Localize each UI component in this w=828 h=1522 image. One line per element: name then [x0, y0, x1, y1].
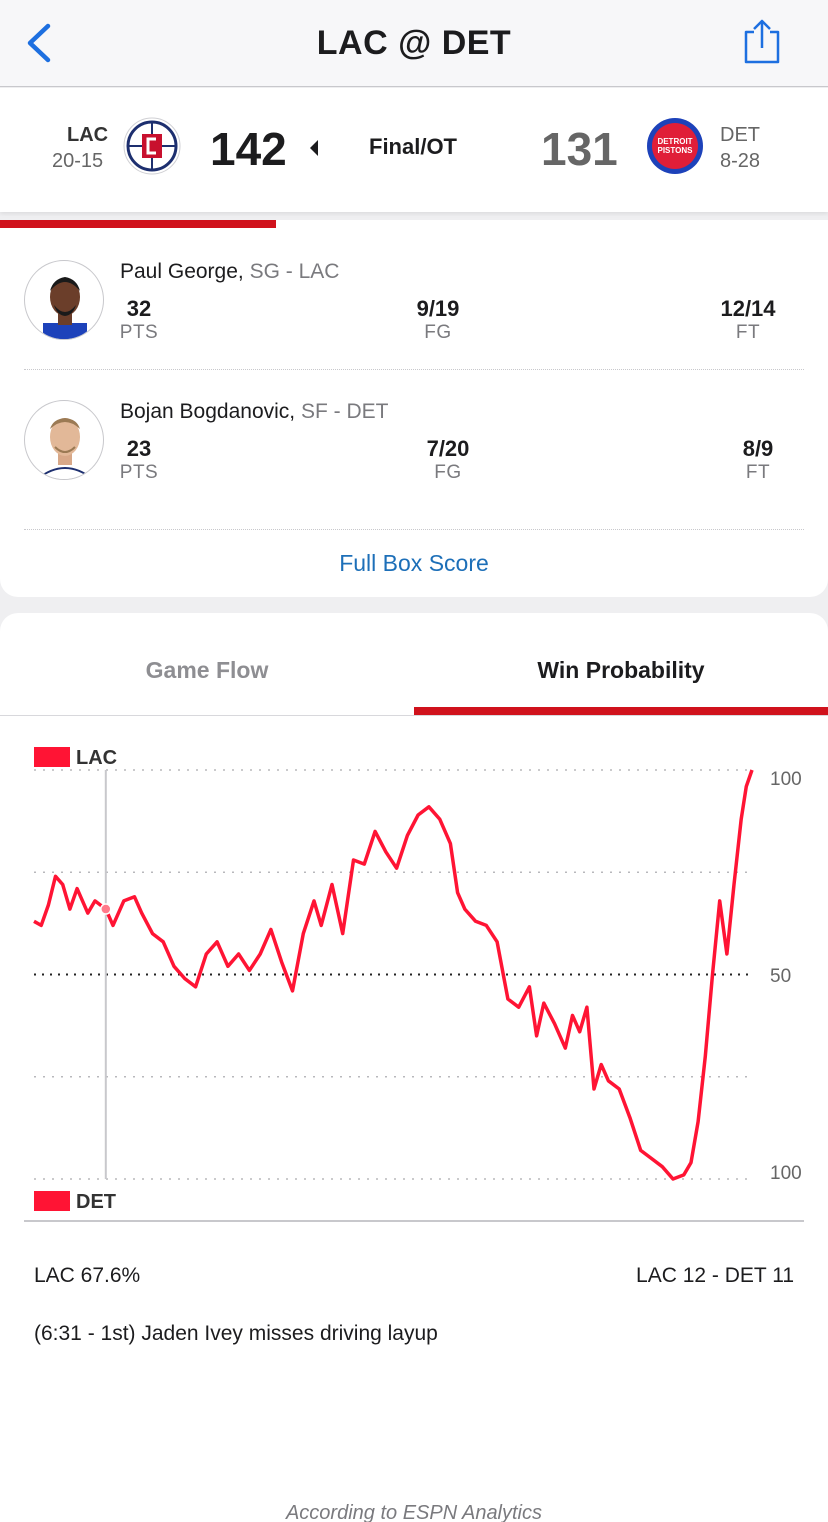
- home-score: 131: [541, 123, 618, 175]
- home-team-record: 8-28: [720, 150, 761, 172]
- avatar: [24, 400, 104, 480]
- page-title: LAC @ DET: [316, 24, 512, 62]
- chevron-left-icon[interactable]: [22, 22, 58, 64]
- stat-value-pts: 32: [126, 296, 152, 321]
- source-credit: According to ESPN Analytics: [285, 1502, 543, 1522]
- stat-value-fg: 7/20: [426, 436, 470, 461]
- y-tick-bottom: 100: [770, 1163, 802, 1184]
- legend-swatch-lac: [34, 747, 70, 767]
- pistons-logo-text-1: DETROIT: [657, 137, 692, 146]
- active-tab-indicator: [414, 707, 828, 715]
- scoreboard: LAC 20-15 142 Final/OT 131 DETROIT PISTO…: [0, 88, 828, 212]
- full-box-score-link[interactable]: Full Box Score: [339, 550, 489, 576]
- away-team-record: 20-15: [52, 150, 104, 172]
- game-status: Final/OT: [369, 134, 457, 159]
- tab-game-flow[interactable]: Game Flow: [145, 657, 269, 683]
- clippers-logo[interactable]: [123, 117, 181, 175]
- divider: [24, 369, 804, 370]
- win-probability-chart[interactable]: [0, 613, 828, 1233]
- player-name: Bojan Bogdanovic, SF - DET: [120, 400, 388, 424]
- progress-strip: [0, 220, 828, 230]
- game-leaders-card: Paul George, SG - LAC 32 PTS 9/19 FG 12/…: [0, 230, 828, 597]
- player-position: SG - LAC: [249, 260, 340, 283]
- legend-label-det: DET: [76, 1191, 116, 1213]
- player-name-text: Paul George,: [120, 260, 244, 283]
- play-description: (6:31 - 1st) Jaden Ivey misses driving l…: [34, 1322, 438, 1345]
- stat-value-pts: 23: [126, 436, 152, 461]
- progress-strip-fill: [0, 220, 276, 228]
- chart-baseline: [24, 1220, 804, 1222]
- stat-label-fg: FG: [424, 322, 452, 343]
- pistons-logo[interactable]: DETROIT PISTONS: [646, 117, 704, 175]
- stat-value-ft: 8/9: [742, 436, 774, 461]
- stat-label-pts: PTS: [119, 322, 159, 343]
- pistons-logo-text-2: PISTONS: [658, 146, 694, 155]
- away-team-abbr: LAC: [67, 124, 109, 146]
- y-tick-top: 100: [770, 769, 802, 790]
- avatar: [24, 260, 104, 340]
- player-name-text: Bojan Bogdanovic,: [120, 400, 296, 423]
- home-team-abbr: DET: [720, 124, 760, 146]
- legend-label-lac: LAC: [76, 747, 118, 769]
- player-position: SF - DET: [300, 400, 389, 423]
- y-tick-mid: 50: [770, 966, 792, 987]
- stat-label-ft: FT: [745, 462, 771, 483]
- share-icon[interactable]: [740, 18, 784, 66]
- stat-label-fg: FG: [434, 462, 462, 483]
- tab-win-probability[interactable]: Win Probability: [537, 657, 705, 683]
- away-score: 142: [210, 123, 287, 175]
- leader-row[interactable]: Bojan Bogdanovic, SF - DET 23 PTS 7/20 F…: [24, 400, 804, 540]
- leader-row[interactable]: Paul George, SG - LAC 32 PTS 9/19 FG 12/…: [24, 260, 804, 400]
- stat-label-pts: PTS: [119, 462, 159, 483]
- win-probability-readout: LAC 67.6%: [34, 1264, 141, 1287]
- tab-divider: [0, 715, 828, 716]
- stat-value-ft: 12/14: [720, 296, 776, 321]
- caret-left-icon: [310, 140, 318, 156]
- score-readout: LAC 12 - DET 11: [636, 1264, 794, 1287]
- win-probability-card: Game Flow Win Probability LAC DET 100 50…: [0, 613, 828, 1522]
- player-name: Paul George, SG - LAC: [120, 260, 339, 284]
- nav-bar: LAC @ DET: [0, 0, 828, 87]
- divider: [24, 529, 804, 530]
- legend-swatch-det: [34, 1191, 70, 1211]
- chart-cursor-point: [100, 903, 112, 915]
- stat-value-fg: 9/19: [416, 296, 460, 321]
- series-line: [33, 769, 754, 1181]
- stat-label-ft: FT: [735, 322, 761, 343]
